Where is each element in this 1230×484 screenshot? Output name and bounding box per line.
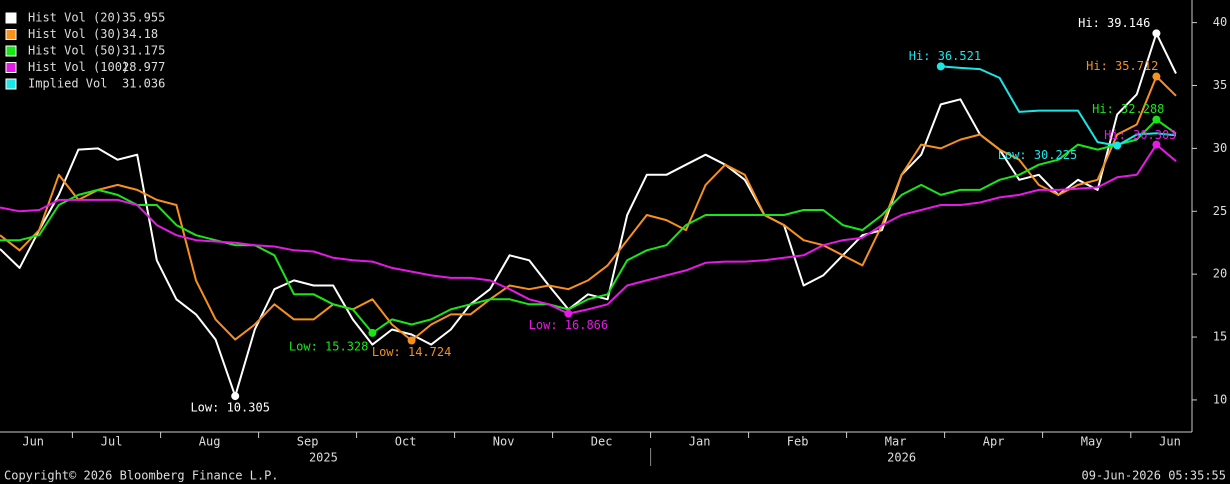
legend-value: 35.955	[122, 11, 165, 25]
y-tick-label: 25	[1213, 204, 1227, 218]
annotation-label: Low: 15.328	[289, 339, 368, 353]
x-tick-label: Apr	[983, 435, 1005, 449]
legend-swatch	[5, 45, 17, 57]
legend-label: Implied Vol	[28, 77, 107, 91]
annotation-dot	[564, 309, 573, 318]
legend-label: Hist Vol (100)	[28, 60, 129, 74]
legend-value: 31.036	[122, 77, 165, 91]
legend-value: 28.977	[122, 60, 165, 74]
annotation-label: Low: 14.724	[372, 345, 451, 359]
annotation-dot	[936, 62, 945, 71]
annotation-label: Low: 30.225	[998, 148, 1077, 162]
legend-swatch	[5, 62, 17, 73]
x-tick-label: Jul	[101, 435, 123, 449]
legend-label: Hist Vol (20)	[28, 11, 122, 25]
legend-value: 34.18	[122, 27, 158, 41]
x-tick-label: Oct	[395, 435, 417, 449]
x-tick-label: Jun	[1159, 435, 1181, 449]
year-label: 2026	[887, 451, 916, 465]
annotation-dot	[231, 392, 240, 401]
legend-swatch	[5, 78, 17, 90]
x-tick-label: Jan	[689, 435, 711, 449]
annotation-dot	[1113, 141, 1122, 150]
y-tick-label: 30	[1213, 141, 1227, 155]
annotation-dot	[1152, 115, 1161, 124]
annotation-label: Hi: 35.712	[1086, 59, 1158, 73]
annotation-label: Hi: 36.521	[909, 49, 981, 63]
annotation-dot	[1152, 140, 1161, 149]
x-tick-label: Dec	[591, 435, 613, 449]
annotation-label: Low: 16.866	[529, 318, 608, 332]
y-tick-label: 10	[1213, 392, 1227, 406]
annotation-label: Hi: 32.288	[1092, 102, 1164, 116]
year-label: 2025	[309, 451, 338, 465]
legend-value: 31.175	[122, 44, 165, 58]
annotation-label: Hi: 39.146	[1078, 16, 1150, 30]
y-tick-label: 40	[1213, 15, 1227, 29]
x-tick-label: Feb	[787, 435, 809, 449]
annotation-dot	[368, 328, 377, 337]
annotation-dot	[1152, 72, 1161, 81]
annotation-dot	[407, 336, 416, 345]
series-line	[0, 75, 1177, 342]
y-tick-label: 20	[1213, 267, 1227, 281]
x-tick-label: Mar	[885, 435, 907, 449]
x-tick-label: Aug	[199, 435, 221, 449]
legend-background	[0, 6, 168, 94]
annotation-label: Low: 10.305	[190, 401, 269, 415]
copyright: Copyright© 2026 Bloomberg Finance L.P.	[4, 469, 279, 483]
legend-swatch	[5, 12, 17, 24]
legend-label: Hist Vol (30)	[28, 27, 122, 41]
x-tick-label: Jun	[22, 435, 44, 449]
y-tick-label: 15	[1213, 330, 1227, 344]
series-line	[0, 118, 1177, 334]
x-tick-label: May	[1081, 435, 1103, 449]
annotation-label: Hi: 30.303	[1104, 128, 1176, 142]
legend-label: Hist Vol (50)	[28, 44, 122, 58]
annotation-dot	[1152, 29, 1161, 38]
y-tick-label: 35	[1213, 78, 1227, 92]
legend-swatch	[5, 29, 17, 40]
series-line	[940, 65, 1177, 147]
timestamp: 09-Jun-2026 05:35:55	[1082, 469, 1227, 483]
x-tick-label: Nov	[493, 435, 515, 449]
series-line	[0, 143, 1177, 315]
x-tick-label: Sep	[297, 435, 319, 449]
